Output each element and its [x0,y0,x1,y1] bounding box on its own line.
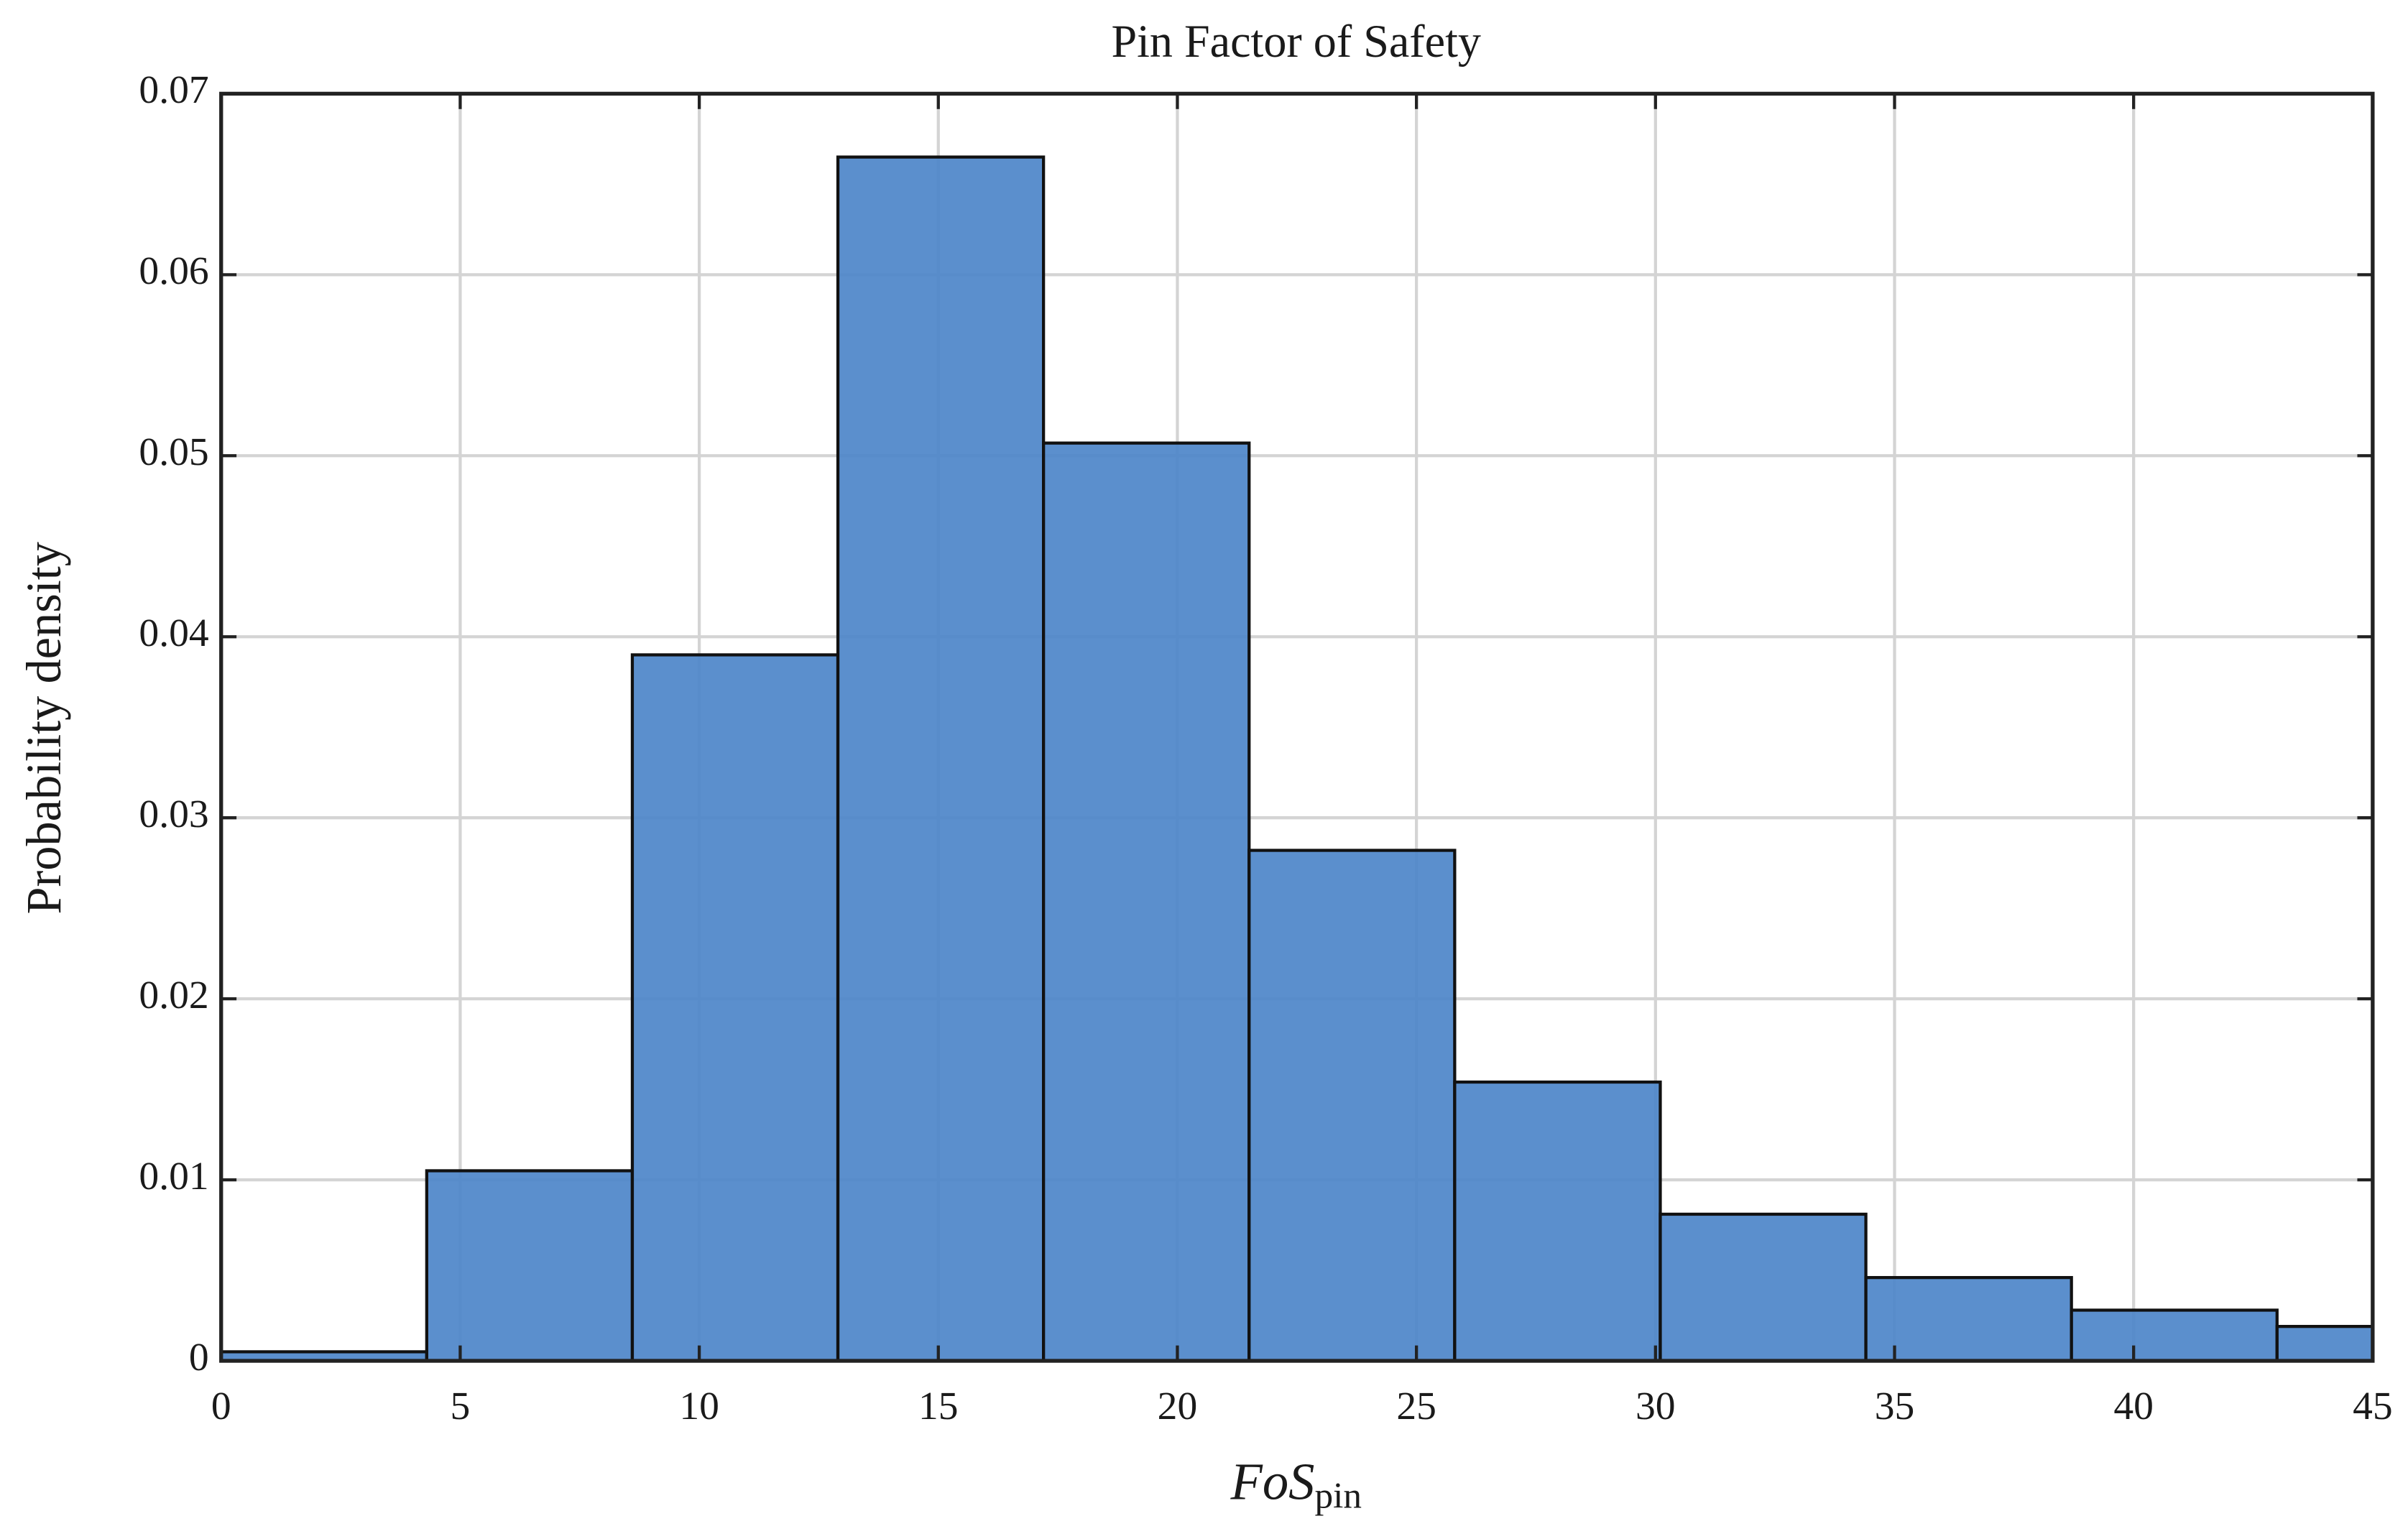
histogram-bar [1453,1080,1662,1362]
x-tick-label: 0 [211,1384,231,1428]
y-tick-label: 0.01 [139,1154,208,1198]
bars [221,155,2373,1362]
histogram-bar [425,1169,635,1362]
x-tick-label: 15 [918,1384,959,1428]
x-axis-label-main: FoS [1230,1452,1314,1510]
axes: 0 0.01 0.02 0.03 0.04 0.05 0.06 0.07 0 5 10 15 20 25 3… [139,68,2392,1428]
histogram-bar [836,155,1046,1362]
x-tick-label: 40 [2113,1384,2154,1428]
y-tick-label: 0.06 [139,249,208,293]
x-tick-label: 10 [679,1384,719,1428]
histogram-bar [2275,1325,2373,1362]
y-tick-label: 0.03 [139,792,208,836]
histogram-bar [1042,441,1251,1362]
x-axis-label: FoSpin [1230,1452,1362,1516]
x-tick-label: 45 [2353,1384,2393,1428]
x-axis-label-sub: pin [1314,1475,1362,1516]
histogram-bar [1864,1275,2073,1362]
histogram-bar [630,653,840,1362]
y-tick-label: 0 [189,1335,209,1379]
histogram-bar [2070,1308,2279,1362]
x-tick-label: 35 [1875,1384,1915,1428]
y-axis-label: Probability density [17,542,71,915]
x-tick-label: 5 [451,1384,471,1428]
plot-frame [219,91,2375,1363]
y-tick-label: 0.07 [139,68,208,112]
histogram-bar [1659,1212,1868,1362]
y-tick-label: 0.02 [139,973,208,1017]
x-tick-label: 25 [1396,1384,1436,1428]
x-tick-label: 30 [1636,1384,1676,1428]
y-tick-label: 0.05 [139,430,208,474]
chart-title: Pin Factor of Safety [1111,16,1481,67]
x-tick-label: 20 [1158,1384,1198,1428]
histogram-bar [1247,849,1457,1362]
y-tick-label: 0.04 [139,611,208,655]
